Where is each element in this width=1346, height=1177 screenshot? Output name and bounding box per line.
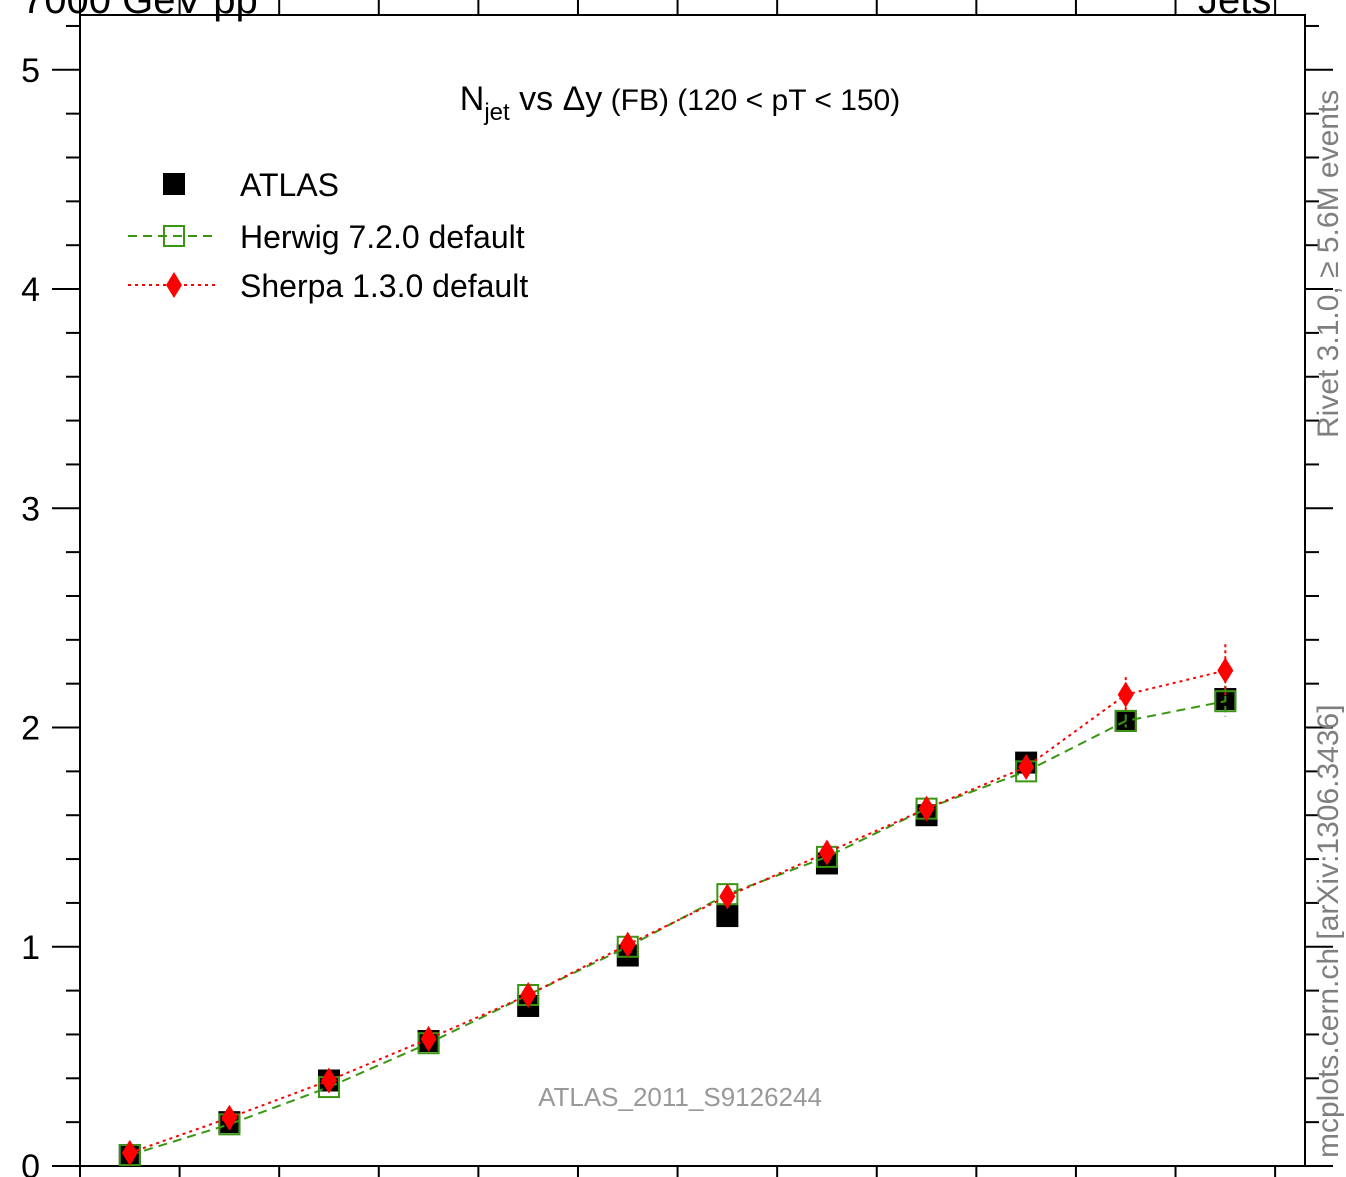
data-point	[320, 1067, 337, 1094]
data-point	[1117, 681, 1134, 708]
data-point	[619, 931, 636, 958]
chart-title: Njet vs Δy (FB) (120 < pT < 150)	[460, 80, 900, 126]
legend-label: Sherpa 1.3.0 default	[240, 268, 528, 304]
legend-item: Herwig 7.2.0 default	[128, 219, 525, 255]
data-point	[1114, 709, 1137, 732]
rivet-info-label: Rivet 3.1.0, ≥ 5.6M events	[1312, 89, 1345, 438]
y-tick-label: 5	[21, 52, 40, 90]
data-point	[221, 1104, 238, 1131]
legend-label: Herwig 7.2.0 default	[240, 219, 525, 255]
data-point	[1217, 657, 1234, 684]
data-point	[1214, 690, 1237, 713]
data-point	[918, 795, 935, 822]
axes: 0 1 2 3 4 5	[21, 0, 1333, 1177]
legend-item: ATLAS	[163, 167, 339, 203]
legend-marker	[163, 225, 185, 247]
series-sherpa-1-3-0-default	[121, 644, 1234, 1166]
legend-marker	[163, 173, 185, 195]
series-layer	[118, 644, 1237, 1167]
data-point	[420, 1025, 437, 1052]
data-point	[716, 905, 739, 928]
y-tick-label: 3	[21, 490, 40, 528]
series-line	[129, 669, 1226, 1154]
y-tick-label: 2	[21, 710, 40, 748]
data-point	[1018, 753, 1035, 780]
plot-frame	[79, 14, 1306, 1167]
y-tick-label: 0	[21, 1148, 40, 1177]
legend-label: ATLAS	[240, 167, 339, 203]
legend-marker	[166, 272, 182, 298]
header-right-label: Jets	[1198, 0, 1272, 22]
legend-item: Sherpa 1.3.0 default	[128, 268, 528, 304]
y-tick-label: 4	[21, 271, 40, 309]
series-line	[129, 700, 1226, 1156]
mcplots-source-label: mcplots.cern.ch [arXiv:1306.3436]	[1312, 704, 1345, 1158]
y-tick-label: 1	[21, 929, 40, 967]
data-point	[818, 839, 835, 866]
data-point	[121, 1139, 138, 1166]
analysis-watermark: ATLAS_2011_S9126244	[538, 1082, 822, 1112]
data-point	[719, 883, 736, 910]
legend: ATLAS Herwig 7.2.0 default Sherpa 1.3.0 de…	[128, 167, 528, 304]
data-point	[520, 981, 537, 1008]
